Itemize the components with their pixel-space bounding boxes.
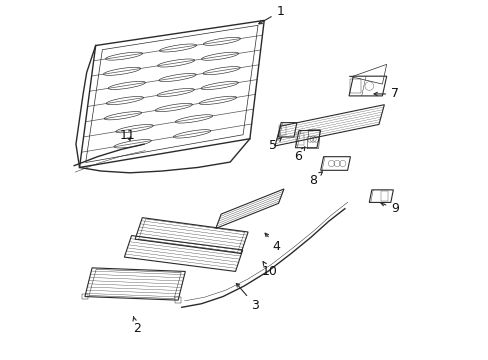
Text: 1: 1: [258, 5, 284, 24]
Text: 9: 9: [380, 202, 398, 215]
Bar: [350, 79, 361, 93]
Text: 4: 4: [264, 233, 280, 253]
Bar: [278, 125, 285, 135]
Bar: [380, 191, 387, 201]
Text: 6: 6: [294, 147, 304, 163]
Bar: [82, 294, 88, 300]
Text: 8: 8: [308, 172, 322, 186]
Text: 10: 10: [261, 262, 277, 278]
Bar: [296, 133, 304, 145]
Text: 3: 3: [236, 283, 259, 312]
Text: 11: 11: [120, 129, 136, 142]
Text: 7: 7: [373, 87, 398, 100]
Text: 2: 2: [133, 317, 141, 335]
Text: 5: 5: [268, 137, 282, 152]
Bar: [175, 297, 181, 303]
